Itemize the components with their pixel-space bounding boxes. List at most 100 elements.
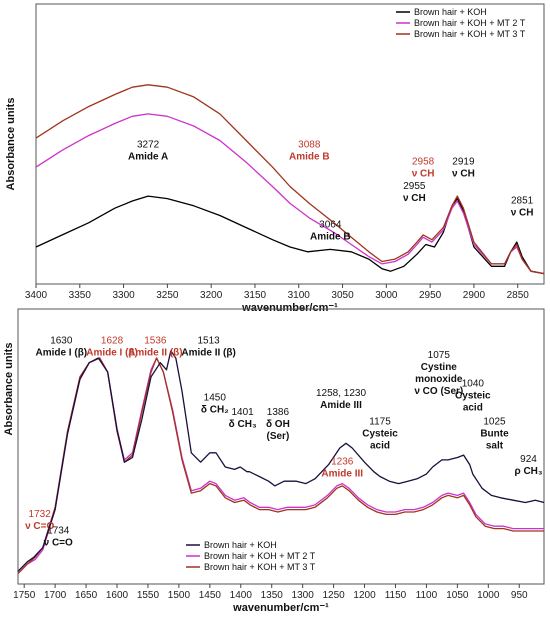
- annotation-label: 1628: [101, 336, 124, 347]
- x-tick-label: 3150: [244, 290, 267, 301]
- annotation-label: 1734: [47, 525, 70, 536]
- panel-top: 3400 3350 3300 3250 3200 3150 3100 3050 3000 2950…: [5, 3, 545, 314]
- x-tick-label: 3400: [25, 290, 48, 301]
- annotation-label: 1025: [483, 416, 506, 427]
- y-axis-title: Absorbance units: [3, 343, 15, 436]
- annotation-label: Amide III: [320, 400, 362, 411]
- annotation-label: 1401: [232, 407, 255, 418]
- annotation-label: 2955: [403, 181, 426, 192]
- x-tick-label: 3050: [331, 290, 354, 301]
- x-tick-label: 1100: [416, 590, 438, 601]
- x-tick-label: 1500: [168, 590, 191, 601]
- x-tick-label: 1300: [292, 590, 315, 601]
- x-tick-label: 3250: [156, 290, 179, 301]
- series-line-1: [35, 195, 545, 275]
- panel-bottom: 1750 1700 1650 1600 1550 1500 1450 1400 1350 1300…: [3, 308, 545, 614]
- annotation-label: ν CH: [511, 207, 534, 218]
- x-tick-label: 1700: [44, 590, 67, 601]
- legend-label: Brown hair + KOH + MT 3 T: [204, 562, 316, 572]
- annotation-label: ν CO (Ser): [414, 386, 463, 397]
- annotation-label: δ CH₂: [201, 405, 229, 416]
- legend-label: Brown hair + KOH: [204, 540, 277, 550]
- annotation-label: Amide II (β): [128, 348, 182, 359]
- x-tick-label: 1400: [230, 590, 253, 601]
- annotation-label: acid: [463, 402, 483, 413]
- x-tick-label: 2900: [463, 290, 486, 301]
- annotation-label: 3272: [137, 140, 160, 151]
- annotation-label: 3064: [319, 220, 342, 231]
- plot-frame: [17, 308, 545, 585]
- annotation-label: 1175: [369, 416, 391, 427]
- x-axis-title: wavenumber/cm⁻¹: [232, 602, 329, 614]
- annotation-label: 1236: [331, 457, 354, 468]
- series-line-1: [17, 350, 545, 572]
- series-line-2: [35, 113, 545, 275]
- y-axis-title: Absorbance units: [5, 98, 17, 191]
- x-tick-label: 1050: [446, 590, 469, 601]
- annotation-label: ν CH: [452, 169, 475, 180]
- annotation-label: 1258, 1230: [316, 388, 366, 399]
- x-tick-label: 1200: [353, 590, 376, 601]
- legend-label: Brown hair + KOH: [414, 7, 487, 17]
- legend-label: Brown hair + KOH + MT 2 T: [204, 551, 316, 561]
- annotation-label: Amide II (β): [181, 348, 235, 359]
- annotation-label: Amide III: [321, 469, 363, 480]
- annotation-label: 2851: [511, 195, 534, 206]
- annotation-label: Cysteic: [362, 428, 398, 439]
- x-tick-label: 1550: [137, 590, 160, 601]
- x-tick-label: 3300: [112, 290, 135, 301]
- annotation-label: (Ser): [267, 431, 290, 442]
- x-tick-label: 3200: [200, 290, 223, 301]
- legend-label: Brown hair + KOH + MT 3 T: [414, 29, 526, 39]
- x-tick-label: 1250: [322, 590, 345, 601]
- legend-label: Brown hair + KOH + MT 2 T: [414, 18, 526, 28]
- annotation-label: δ OH: [266, 419, 290, 430]
- annotation-label: Bunte: [480, 428, 509, 439]
- annotation-label: 1630: [50, 336, 73, 347]
- series-line-3: [35, 84, 545, 275]
- annotation-label: Amide A: [128, 152, 168, 163]
- x-tick-label: 950: [511, 590, 528, 601]
- annotation-label: ν C=O: [44, 537, 73, 548]
- annotation-label: 1732: [29, 509, 52, 520]
- annotation-label: Amide I (β): [35, 348, 87, 359]
- x-tick-label: 3100: [288, 290, 311, 301]
- annotation-label: Cystine: [421, 362, 458, 373]
- x-tick-label: 3000: [375, 290, 398, 301]
- x-tick-label: 1750: [13, 590, 36, 601]
- x-tick-label: 2850: [507, 290, 530, 301]
- annotation-label: 924: [520, 454, 537, 465]
- annotation-label: 2919: [452, 157, 475, 168]
- annotation-label: Amide B: [289, 152, 330, 163]
- annotation-label: salt: [486, 440, 504, 451]
- x-tick-label: 1350: [261, 590, 284, 601]
- annotation-label: ν CH: [403, 193, 426, 204]
- annotation-label: monoxide: [415, 374, 463, 385]
- x-tick-label: 2950: [419, 290, 442, 301]
- annotation-label: 1536: [144, 336, 167, 347]
- x-tick-label: 1650: [75, 590, 98, 601]
- x-tick-label: 3350: [69, 290, 92, 301]
- x-axis-title: wavenumber/cm⁻¹: [241, 302, 338, 314]
- annotation-label: ν CH: [412, 169, 435, 180]
- annotation-label: Amide B: [310, 232, 351, 243]
- annotation-label: ρ CH₃: [515, 466, 543, 477]
- annotation-label: 3088: [298, 140, 321, 151]
- annotation-label: Cysteic: [455, 390, 491, 401]
- annotation-label: Amide I (β): [86, 348, 138, 359]
- x-tick-label: 1600: [106, 590, 129, 601]
- annotation-label: 1075: [428, 350, 451, 361]
- x-tick-label: 1450: [199, 590, 222, 601]
- annotation-label: ν C=O: [25, 521, 54, 532]
- annotation-label: 1386: [267, 407, 290, 418]
- annotation-label: 1040: [462, 378, 485, 389]
- plot-frame: [35, 3, 545, 285]
- x-tick-label: 1000: [477, 590, 500, 601]
- x-tick-label: 1150: [385, 590, 407, 601]
- annotation-label: 2958: [412, 157, 435, 168]
- annotation-label: δ CH₃: [229, 419, 257, 430]
